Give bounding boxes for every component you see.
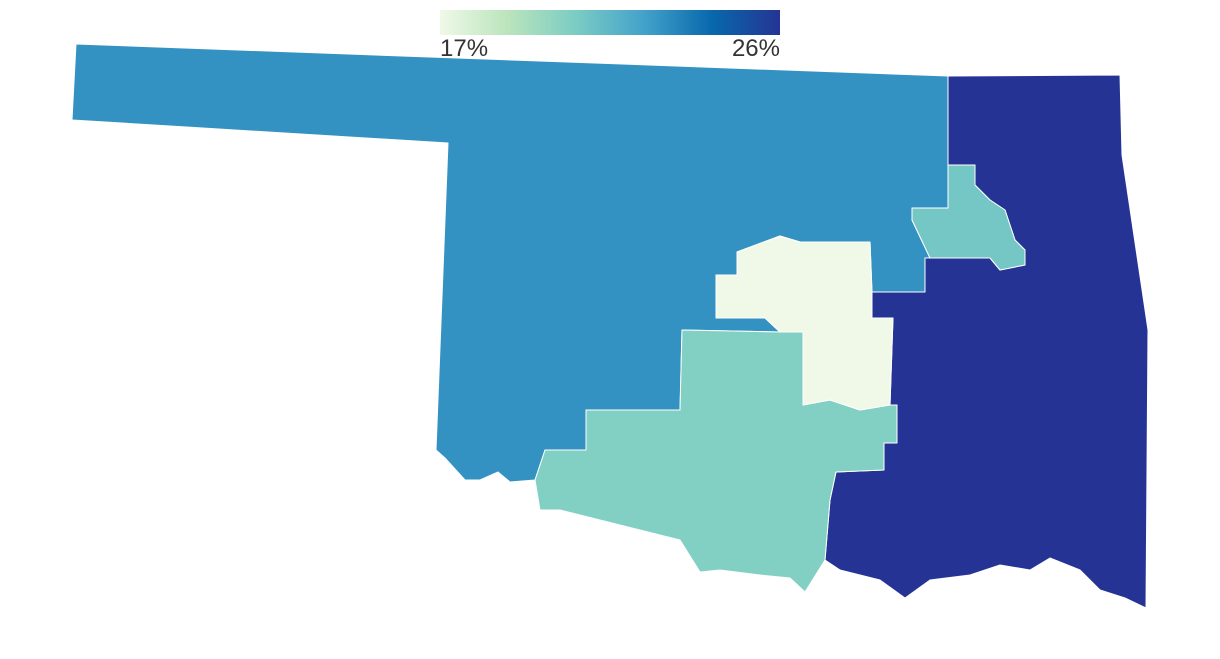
legend-label: 17% (440, 35, 488, 62)
legend-label: 26% (732, 35, 780, 62)
district (715, 235, 894, 411)
colorbar (440, 10, 780, 35)
district (911, 164, 1026, 271)
